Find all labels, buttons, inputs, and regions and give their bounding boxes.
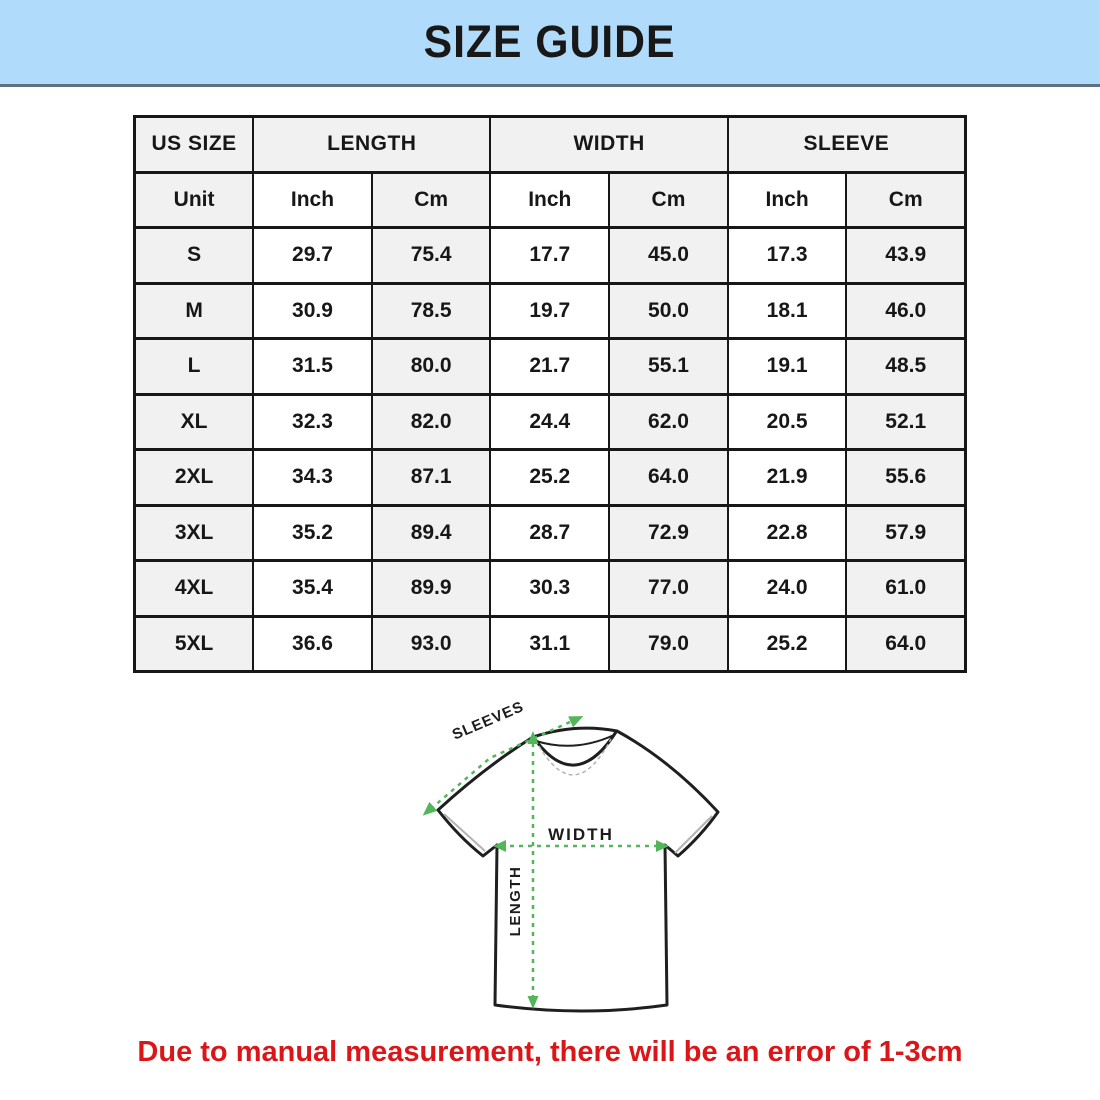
value-cell: 28.7 xyxy=(489,503,611,562)
tshirt-outline xyxy=(436,726,720,1013)
value-cell: 19.7 xyxy=(489,281,611,340)
left-sleeve-seam xyxy=(443,813,486,852)
table-row-4xl: 4XL 35.4 89.9 30.3 77.0 24.0 61.0 xyxy=(133,559,967,618)
unit-cell: Inch xyxy=(726,170,848,229)
unit-cell: Inch xyxy=(489,170,611,229)
value-cell: 45.0 xyxy=(608,226,729,285)
width-arrowhead-left xyxy=(493,840,506,852)
size-label: 3XL xyxy=(133,503,255,562)
value-cell: 72.9 xyxy=(608,503,729,562)
value-cell: 64.0 xyxy=(608,448,729,507)
unit-cell: Inch xyxy=(252,170,373,229)
length-arrowhead-top xyxy=(527,731,539,744)
size-label: M xyxy=(133,281,255,340)
unit-cell: Cm xyxy=(370,170,492,229)
sleeves-label: SLEEVES xyxy=(450,698,527,743)
value-cell: 43.9 xyxy=(845,226,967,285)
width-label: WIDTH xyxy=(548,825,614,844)
value-cell: 31.5 xyxy=(252,337,373,396)
collar-neckline xyxy=(532,731,618,767)
value-cell: 21.7 xyxy=(489,337,611,396)
value-cell: 25.2 xyxy=(489,448,611,507)
col-header-sleeve: SLEEVE xyxy=(726,115,967,174)
value-cell: 62.0 xyxy=(608,392,729,451)
value-cell: 29.7 xyxy=(252,226,373,285)
table-row-s: S 29.7 75.4 17.7 45.0 17.3 43.9 xyxy=(133,226,967,285)
value-cell: 52.1 xyxy=(845,392,967,451)
value-cell: 21.9 xyxy=(726,448,848,507)
right-sleeve-seam xyxy=(674,815,713,854)
value-cell: 18.1 xyxy=(726,281,848,340)
value-cell: 30.9 xyxy=(252,281,373,340)
value-cell: 61.0 xyxy=(845,559,967,618)
value-cell: 31.1 xyxy=(489,614,611,673)
table-row-xl: XL 32.3 82.0 24.4 62.0 20.5 52.1 xyxy=(133,392,967,451)
value-cell: 24.4 xyxy=(489,392,611,451)
table-group-header-row: US SIZE LENGTH WIDTH SLEEVE xyxy=(133,115,967,174)
value-cell: 22.8 xyxy=(726,503,848,562)
value-cell: 32.3 xyxy=(252,392,373,451)
value-cell: 17.3 xyxy=(726,226,848,285)
table-row-l: L 31.5 80.0 21.7 55.1 19.1 48.5 xyxy=(133,337,967,396)
col-header-us-size: US SIZE xyxy=(133,115,255,174)
collar-seam-line xyxy=(538,738,612,776)
value-cell: 57.9 xyxy=(845,503,967,562)
value-cell: 36.6 xyxy=(252,614,373,673)
value-cell: 30.3 xyxy=(489,559,611,618)
value-cell: 93.0 xyxy=(370,614,492,673)
value-cell: 20.5 xyxy=(726,392,848,451)
length-label: LENGTH xyxy=(507,866,524,937)
size-label: 5XL xyxy=(133,614,255,673)
measurement-disclaimer: Due to manual measurement, there will be… xyxy=(137,1036,963,1068)
col-header-length: LENGTH xyxy=(252,115,492,174)
unit-cell: Unit xyxy=(133,170,255,229)
value-cell: 24.0 xyxy=(726,559,848,618)
value-cell: 17.7 xyxy=(489,226,611,285)
unit-cell: Cm xyxy=(608,170,729,229)
value-cell: 89.4 xyxy=(370,503,492,562)
value-cell: 50.0 xyxy=(608,281,729,340)
value-cell: 79.0 xyxy=(608,614,729,673)
value-cell: 77.0 xyxy=(608,559,729,618)
sleeves-arrowhead-bottom xyxy=(422,801,438,816)
size-label: S xyxy=(133,226,255,285)
size-label: 4XL xyxy=(133,559,255,618)
value-cell: 19.1 xyxy=(726,337,848,396)
value-cell: 55.1 xyxy=(608,337,729,396)
collar-inner-line xyxy=(535,734,615,747)
table-row-2xl: 2XL 34.3 87.1 25.2 64.0 21.9 55.6 xyxy=(133,448,967,507)
value-cell: 35.2 xyxy=(252,503,373,562)
width-arrowhead-right xyxy=(656,840,669,852)
table-row-5xl: 5XL 36.6 93.0 31.1 79.0 25.2 64.0 xyxy=(133,614,967,673)
length-arrowhead-bottom xyxy=(527,996,539,1009)
size-label: XL xyxy=(133,392,255,451)
size-table: US SIZE LENGTH WIDTH SLEEVE Unit Inch Cm… xyxy=(133,115,967,673)
unit-cell: Cm xyxy=(845,170,967,229)
value-cell: 46.0 xyxy=(845,281,967,340)
value-cell: 78.5 xyxy=(370,281,492,340)
page-title: SIZE GUIDE xyxy=(424,16,676,67)
banner: SIZE GUIDE xyxy=(0,0,1100,87)
value-cell: 34.3 xyxy=(252,448,373,507)
value-cell: 64.0 xyxy=(845,614,967,673)
table-unit-row: Unit Inch Cm Inch Cm Inch Cm xyxy=(133,170,967,229)
value-cell: 80.0 xyxy=(370,337,492,396)
value-cell: 55.6 xyxy=(845,448,967,507)
value-cell: 25.2 xyxy=(726,614,848,673)
table-row-m: M 30.9 78.5 19.7 50.0 18.1 46.0 xyxy=(133,281,967,340)
value-cell: 48.5 xyxy=(845,337,967,396)
size-label: L xyxy=(133,337,255,396)
value-cell: 87.1 xyxy=(370,448,492,507)
tshirt-measurement-diagram: LENGTH WIDTH SLEEVES xyxy=(413,683,745,1027)
sleeves-arrowhead-top xyxy=(568,716,584,728)
value-cell: 89.9 xyxy=(370,559,492,618)
size-label: 2XL xyxy=(133,448,255,507)
value-cell: 35.4 xyxy=(252,559,373,618)
col-header-width: WIDTH xyxy=(489,115,729,174)
table-row-3xl: 3XL 35.2 89.4 28.7 72.9 22.8 57.9 xyxy=(133,503,967,562)
value-cell: 82.0 xyxy=(370,392,492,451)
value-cell: 75.4 xyxy=(370,226,492,285)
sleeves-arrow-line xyxy=(432,720,571,808)
